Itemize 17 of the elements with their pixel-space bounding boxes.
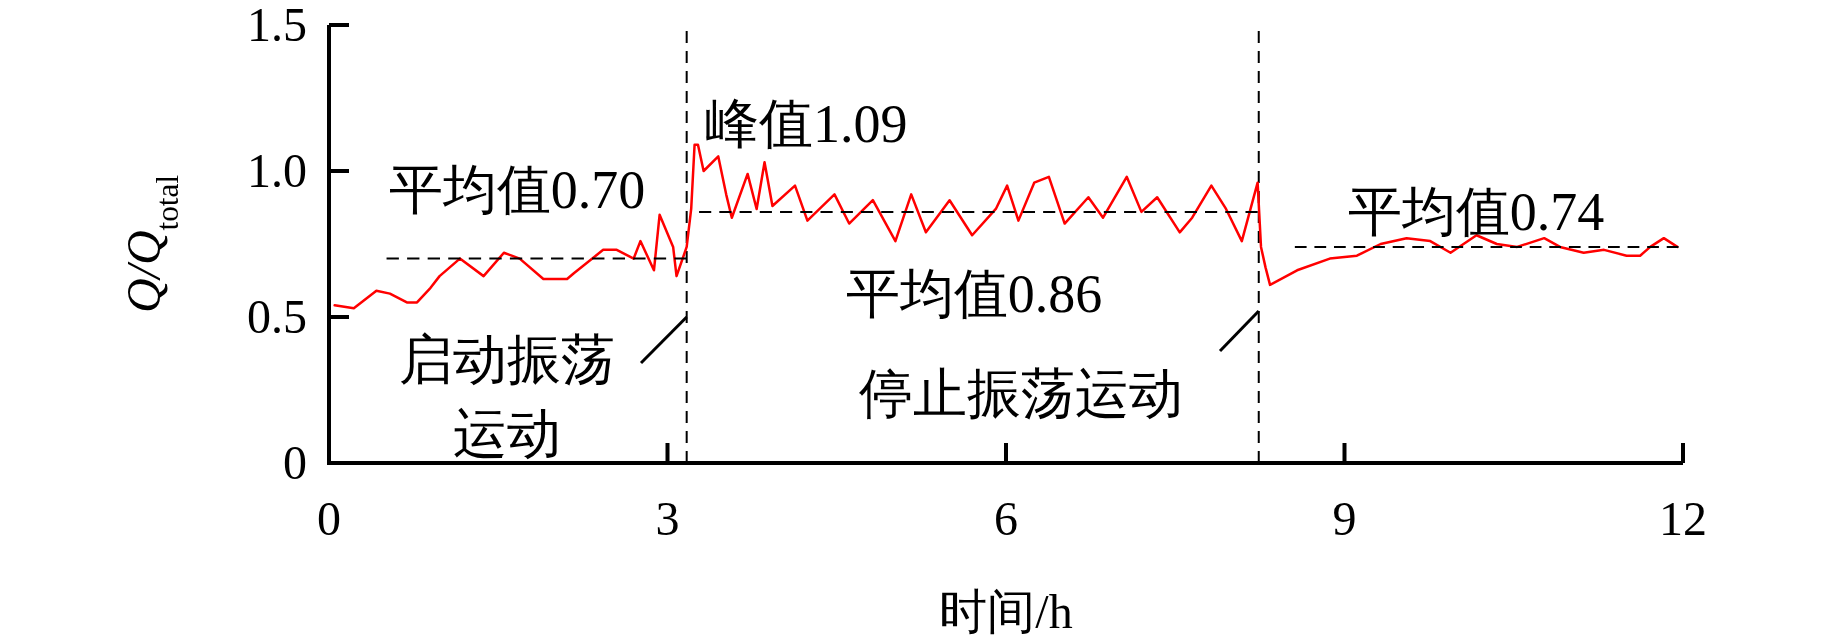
- x-axis-title: 时间/h: [939, 585, 1073, 638]
- annotation: 平均值0.74: [1347, 182, 1605, 242]
- x-tick-label: 9: [1332, 492, 1357, 545]
- annotation: 峰值1.09: [705, 94, 908, 154]
- annotation: 启动振荡: [399, 330, 615, 390]
- x-tick-label: 3: [655, 492, 680, 545]
- y-tick-label: 0: [283, 436, 307, 489]
- y-tick-label: 1.5: [247, 0, 307, 51]
- x-tick-label: 0: [317, 492, 341, 545]
- annotation: 平均值0.86: [845, 264, 1103, 324]
- annotation: 停止振荡运动: [859, 364, 1183, 424]
- x-tick-label: 12: [1659, 492, 1707, 545]
- annotation: 平均值0.70: [388, 160, 646, 220]
- x-tick-label: 6: [994, 492, 1018, 545]
- y-tick-label: 0.5: [247, 290, 307, 343]
- y-tick-label: 1.0: [247, 144, 307, 197]
- annotation: 运动: [453, 404, 561, 464]
